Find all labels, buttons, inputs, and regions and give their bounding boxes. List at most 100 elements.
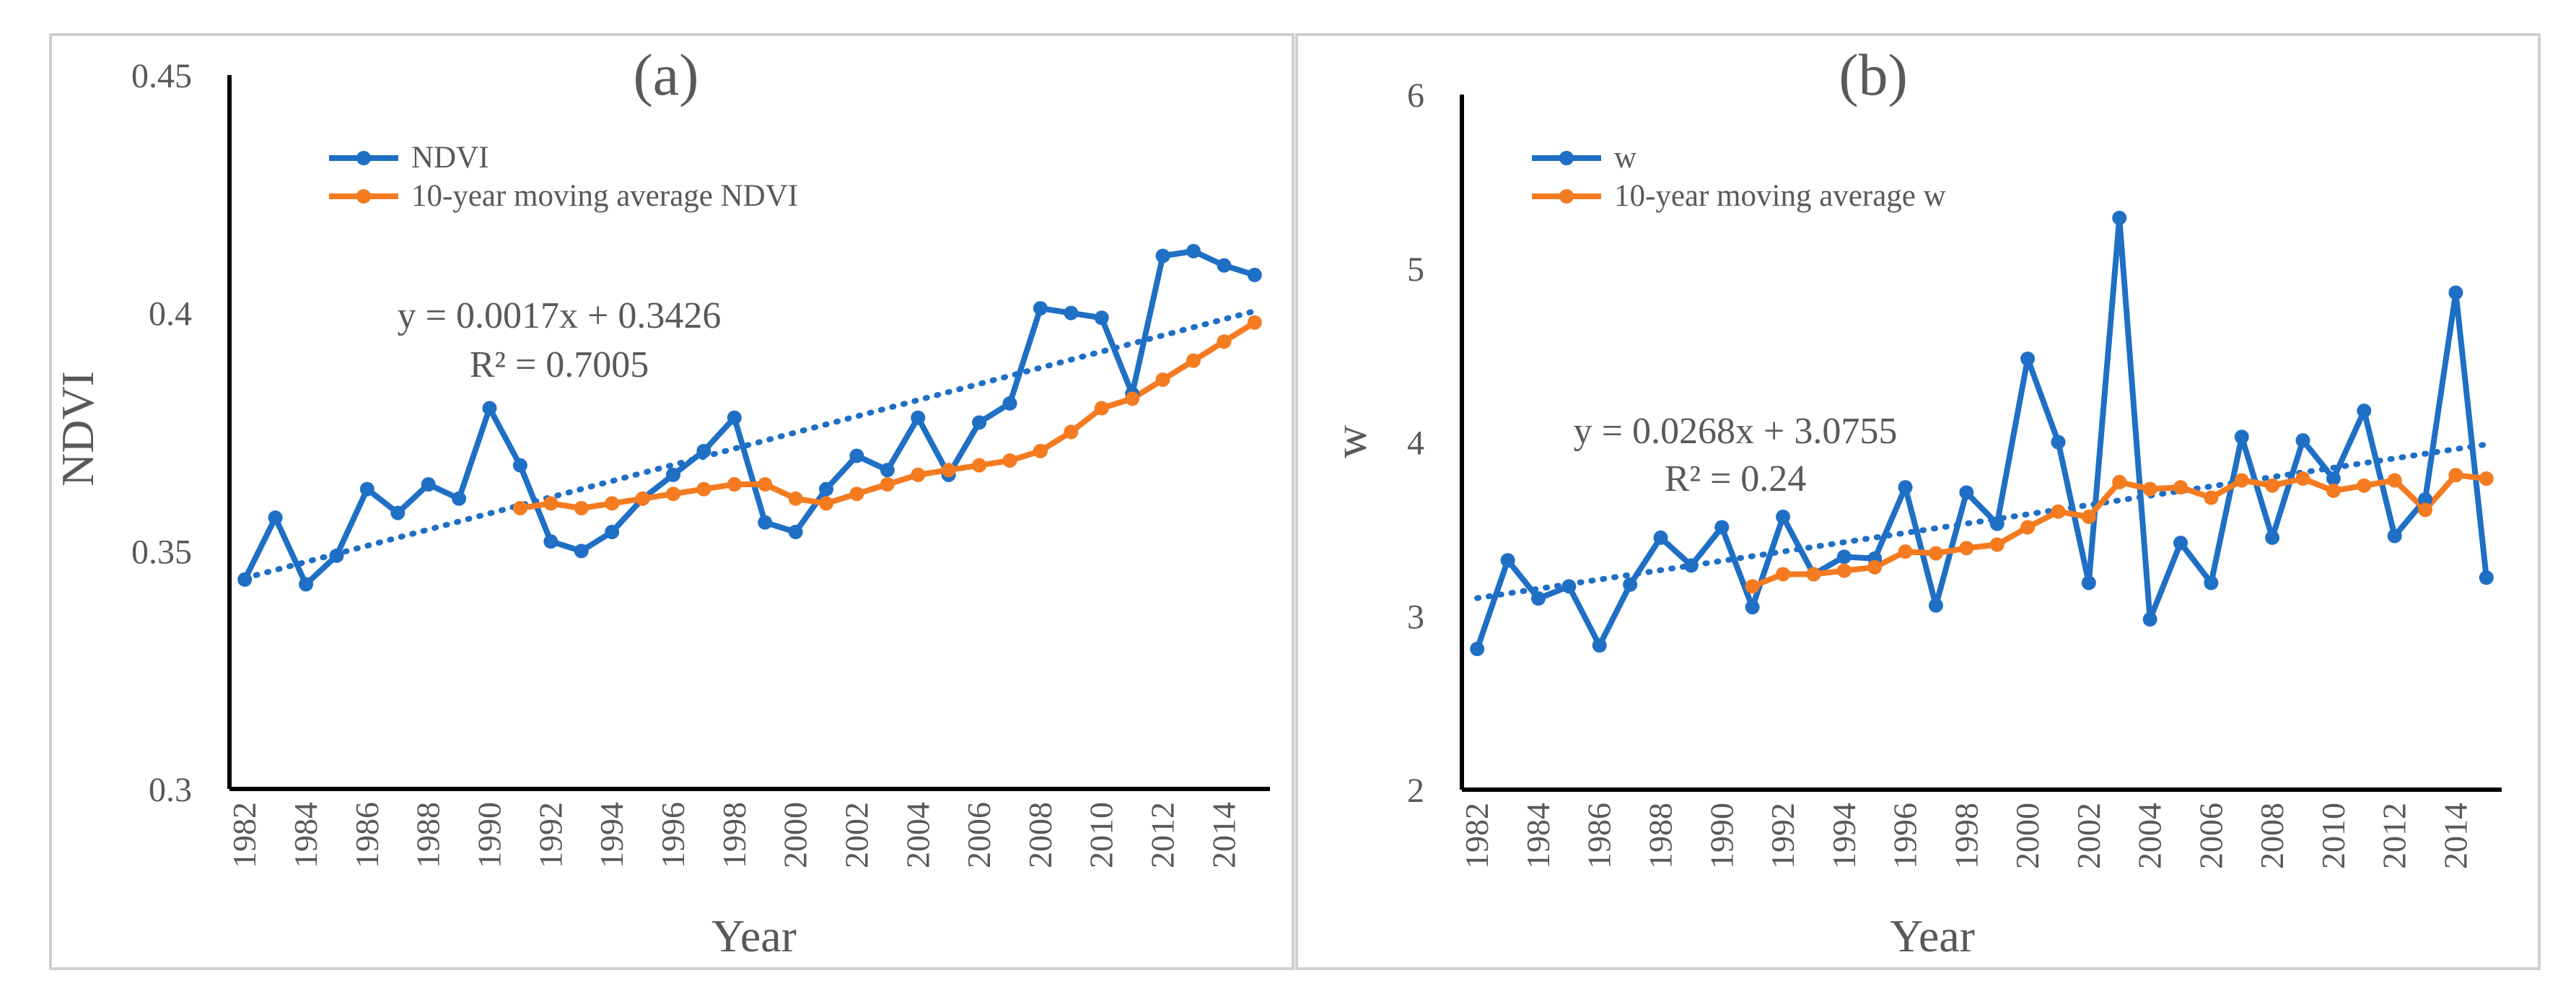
- y-tick-label: 3: [1407, 598, 1424, 636]
- series-2-point: [1898, 544, 1913, 559]
- series-2-point: [1002, 453, 1017, 468]
- series-1-point: [329, 548, 344, 563]
- x-tick-label: 1998: [1948, 803, 1984, 869]
- series-1-point: [2479, 570, 2494, 585]
- chart-b-legend: w 10-year moving average w: [1532, 141, 1946, 213]
- series-1-point: [1989, 516, 2005, 531]
- series-2-point: [543, 496, 558, 511]
- chart-a-trendline: [242, 308, 1258, 581]
- series-2-point: [880, 477, 895, 492]
- series-1-point: [1217, 258, 1232, 273]
- series-2-point: [2204, 490, 2219, 505]
- series-2-point: [2295, 471, 2310, 487]
- series-2-point: [2020, 520, 2036, 535]
- series-1-point: [1561, 579, 1577, 594]
- series-1-line: [242, 248, 1256, 588]
- series-1-point: [1064, 305, 1079, 320]
- series-2-point: [758, 477, 773, 492]
- series-2-point: [1033, 443, 1048, 458]
- series-1-point: [1928, 598, 1943, 613]
- series-1-point: [758, 515, 773, 530]
- series-2-point: [1125, 391, 1140, 406]
- series-2-point: [635, 491, 650, 506]
- trendline-dotted: [1474, 441, 2489, 601]
- series-2-point: [1217, 334, 1232, 349]
- series-2-point: [2448, 468, 2463, 483]
- y-tick-label: 6: [1407, 77, 1424, 115]
- chart-a-y-tick-labels: 0.45 0.4 0.35 0.3: [131, 57, 192, 809]
- x-tick-label: 2012: [2376, 803, 2413, 869]
- chart-a-y-axis-label: NDVI: [52, 371, 103, 487]
- series-2-point: [911, 467, 926, 482]
- x-tick-label: 1984: [1520, 803, 1556, 869]
- series-1-point: [482, 401, 497, 416]
- series-1-point: [1898, 480, 1913, 495]
- series-1-point: [696, 443, 711, 458]
- series-1-point: [1033, 301, 1048, 316]
- series-2-point: [1959, 541, 1974, 556]
- series-1-point: [972, 415, 987, 430]
- series-2-point: [2142, 481, 2157, 497]
- series-2-point: [2387, 473, 2402, 488]
- series-1-point: [1530, 591, 1546, 606]
- panel-a-frame: [49, 33, 1294, 970]
- x-tick-label: 1994: [1826, 803, 1862, 869]
- series-1-point: [2173, 536, 2188, 551]
- chart-b-trend-r-squared: R² = 0.24: [1665, 458, 1807, 500]
- x-tick-label: 2008: [2253, 803, 2290, 869]
- series-2-point: [2234, 473, 2249, 488]
- chart-b-x-axis-label: Year: [1890, 910, 1975, 961]
- series-1-point: [727, 410, 742, 425]
- series-1-point: [788, 524, 803, 539]
- series-2-point: [2112, 474, 2127, 489]
- series-2-point: [788, 491, 803, 506]
- y-tick-label: 0.4: [149, 295, 192, 333]
- series-1-point: [1776, 510, 1791, 525]
- chart-a-trend-equation: y = 0.0017x + 0.3426: [398, 295, 722, 336]
- series-2-point: [1928, 546, 1943, 561]
- chart-b-y-tick-labels: 6 5 4 3 2: [1407, 77, 1424, 810]
- series-1-point: [2051, 435, 2066, 450]
- series-2-point: [972, 458, 987, 473]
- series-1-point: [880, 463, 895, 478]
- series-1-point: [421, 477, 436, 492]
- series-2-point: [1745, 579, 1760, 594]
- chart-panel-a: (a) 0.450.40.350.3 1982 1984 1986 1988 1990 1…: [52, 42, 1270, 961]
- series-2-point: [574, 500, 589, 515]
- x-tick-label: 1994: [593, 802, 630, 868]
- chart-b-x-tick-labels: 1982 1984 1986 1988 1990 1992 1994 1996 1998 2000…: [1458, 803, 2474, 869]
- series-1-point: [2234, 429, 2249, 445]
- legend-b-series-1-label: w: [1614, 141, 1637, 175]
- series-1-point: [849, 448, 864, 463]
- y-tick-label: 2: [1407, 772, 1424, 810]
- legend-b-series-2-marker: [1559, 189, 1574, 204]
- x-tick-label: 1990: [471, 802, 508, 868]
- series-2-point: [819, 496, 834, 511]
- chart-b-trend-equation: y = 0.0268x + 3.0755: [1574, 411, 1898, 452]
- series-1-point: [1959, 485, 1974, 500]
- series-1-point: [2204, 575, 2219, 590]
- x-tick-label: 2004: [899, 802, 936, 868]
- x-tick-label: 1984: [287, 802, 324, 868]
- series-1-point: [819, 481, 834, 497]
- chart-a-legend: NDVI 10-year moving average NDVI: [329, 141, 798, 213]
- x-tick-label: 1988: [1642, 803, 1678, 869]
- x-tick-label: 2008: [1022, 802, 1059, 868]
- x-tick-label: 1992: [532, 802, 569, 868]
- series-1-point: [452, 491, 467, 506]
- series-1-point: [1247, 267, 1262, 282]
- x-tick-label: 2012: [1144, 802, 1181, 868]
- x-tick-label: 1990: [1703, 803, 1740, 869]
- x-tick-label: 1982: [1458, 803, 1495, 869]
- series-2-point: [2326, 483, 2341, 498]
- series-2-point: [2479, 471, 2494, 487]
- series-1-point: [268, 510, 283, 525]
- chart-a-trend-r-squared: R² = 0.7005: [470, 344, 649, 385]
- y-tick-label: 0.35: [131, 533, 192, 571]
- y-tick-label: 0.3: [149, 771, 192, 809]
- series-1-point: [543, 534, 558, 549]
- series-1-point: [665, 467, 680, 482]
- chart-a-axes: [227, 75, 1270, 791]
- series-2-point: [696, 481, 711, 497]
